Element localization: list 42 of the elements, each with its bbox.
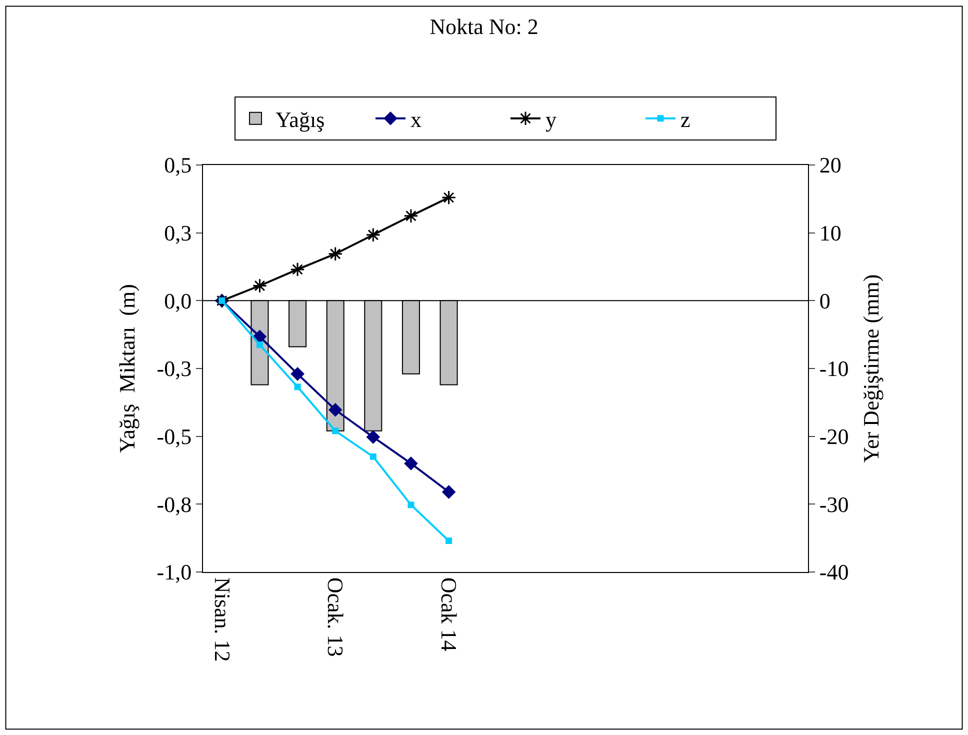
point xyxy=(370,453,376,460)
point xyxy=(328,403,342,416)
point xyxy=(366,430,380,444)
y-tick-label: 0,5 xyxy=(164,152,192,178)
y-tick-label: -0,8 xyxy=(156,492,192,517)
legend-label: z xyxy=(680,106,690,132)
point xyxy=(290,367,304,381)
y2-tick-label: 0 xyxy=(819,288,830,314)
point xyxy=(256,342,263,348)
point xyxy=(294,384,301,390)
point xyxy=(332,428,339,434)
point xyxy=(253,330,266,344)
point xyxy=(404,456,418,470)
legend-label: x xyxy=(410,106,422,132)
y2-tick-label: -20 xyxy=(819,424,849,450)
x-tick-label: Nisan. 12 xyxy=(210,577,235,662)
y2-tick-label: 20 xyxy=(819,152,842,178)
y-axis-title: Yağış Miktarı (m) xyxy=(114,284,140,453)
point xyxy=(404,208,418,224)
point xyxy=(408,502,414,508)
y-tick-label: -0,3 xyxy=(156,356,192,382)
point xyxy=(442,485,456,499)
point xyxy=(366,228,381,242)
y-tick-label: -1,0 xyxy=(156,560,192,585)
y-tick-label: -0,5 xyxy=(156,424,192,450)
legend-label: y xyxy=(546,106,556,132)
point xyxy=(290,262,305,277)
y2-tick-label: -10 xyxy=(819,356,849,382)
y-tick-label: 0,0 xyxy=(164,288,192,314)
y2-tick-label: 10 xyxy=(819,220,842,246)
point xyxy=(441,190,456,205)
y-tick-label: 0,3 xyxy=(164,220,192,246)
y2-axis-title: Yer Değiştirme (mm) xyxy=(858,274,884,463)
y2-tick-label: -30 xyxy=(819,492,849,517)
chart-title: Nokta No: 2 xyxy=(430,14,538,39)
point xyxy=(446,538,452,544)
x-tick-label: Ocak. 13 xyxy=(323,577,348,657)
legend-label: Yağış xyxy=(276,106,325,132)
point xyxy=(252,278,268,294)
point xyxy=(328,246,343,262)
y2-tick-label: -40 xyxy=(819,560,849,585)
x-tick-label: Ocak 14 xyxy=(436,577,462,652)
